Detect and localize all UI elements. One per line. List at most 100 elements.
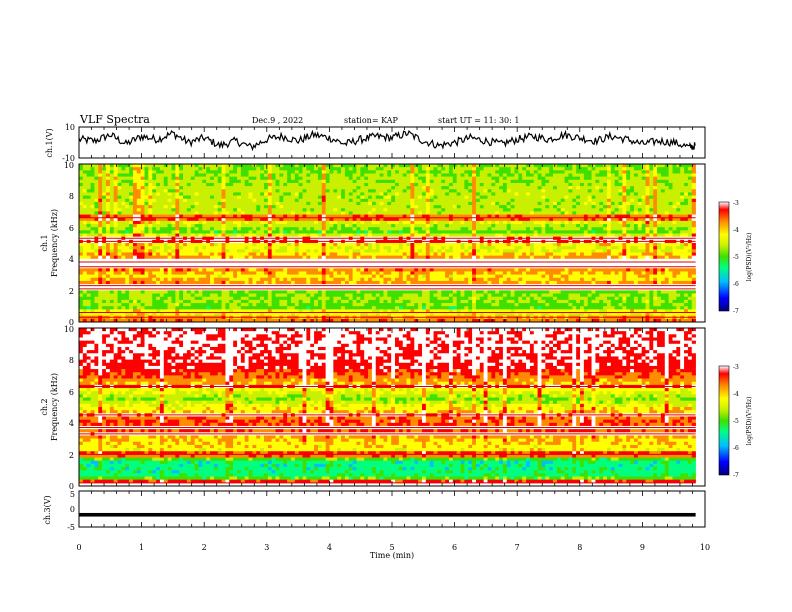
spectrogram-cell	[529, 246, 535, 250]
spectrogram-cell	[668, 186, 673, 190]
spectrogram-cell	[610, 227, 615, 231]
spectrogram-cell	[298, 192, 303, 196]
spectrogram-cell	[225, 249, 230, 253]
spectrogram-cell	[229, 189, 234, 193]
spectrogram-cell	[183, 255, 188, 260]
spectrogram-cell	[414, 217, 419, 222]
spectrogram-cell	[267, 201, 272, 206]
spectrogram-cell	[406, 214, 411, 219]
spectrogram-cell	[333, 167, 338, 171]
spectrogram-cell	[576, 164, 581, 168]
spectrogram-cell	[391, 201, 396, 206]
spectrogram-cell	[198, 201, 203, 206]
spectrogram-cell	[256, 192, 261, 196]
spectrogram-cell	[649, 211, 654, 215]
spectrogram-cell	[464, 182, 469, 187]
spectrogram-cell	[468, 176, 473, 181]
spectrogram-cell	[672, 179, 677, 184]
spectrogram-cell	[98, 246, 103, 250]
spectrogram-cell	[591, 249, 596, 253]
spectrogram-cell	[217, 201, 222, 206]
spectrogram-cell	[275, 167, 280, 171]
spectrogram-cell	[90, 173, 95, 177]
spectrogram-cell	[105, 211, 111, 215]
spectrogram-cell	[159, 258, 165, 263]
spectrogram-cell	[414, 255, 419, 260]
spectrogram-cell	[364, 214, 369, 219]
spectrogram-cell	[98, 186, 103, 190]
spectrogram-cell	[533, 255, 538, 260]
spectrogram-cell	[460, 186, 465, 190]
spectrogram-cell	[287, 170, 292, 174]
spectrogram-cell	[198, 230, 203, 234]
spectrogram-cell	[499, 182, 504, 187]
spectrogram-cell	[553, 249, 558, 253]
spectrogram-cell	[657, 186, 662, 190]
spectrogram-cell	[237, 173, 242, 177]
spectrogram-cell	[398, 164, 404, 168]
spectrogram-cell	[483, 189, 488, 193]
spectrogram-cell	[645, 230, 650, 234]
spectrogram-cell	[368, 220, 373, 225]
spectrogram-cell	[298, 255, 303, 260]
spectrogram-cell	[144, 230, 149, 234]
spectrogram-cell	[317, 208, 323, 212]
spectrogram-cell	[460, 164, 465, 168]
spectrogram-cell	[429, 255, 434, 260]
spectrogram-cell	[210, 249, 215, 253]
spectrogram-cell	[159, 173, 165, 177]
spectrogram-cell	[526, 170, 531, 174]
spectrogram-cell	[545, 255, 550, 260]
spectrogram-cell	[260, 173, 265, 177]
spectrogram-cell	[664, 220, 669, 225]
spectrogram-cell	[352, 233, 357, 237]
spectrogram-cell	[398, 227, 404, 231]
spectrogram-cell	[348, 179, 353, 184]
spectrogram-cell	[360, 230, 365, 234]
spectrogram-cell	[210, 192, 215, 196]
spectrogram-cell	[510, 217, 515, 222]
spectrogram-cell	[460, 211, 465, 215]
spectrogram-cell	[348, 173, 353, 177]
spectrogram-cell	[460, 224, 465, 228]
spectrogram-cell	[572, 230, 577, 234]
spectrogram-cell	[657, 192, 662, 196]
spectrogram-cell	[186, 198, 192, 203]
spectrogram-cell	[225, 214, 230, 219]
spectrogram-cell	[676, 195, 681, 200]
spectrogram-cell	[356, 255, 361, 260]
spectrogram-cell	[684, 246, 689, 250]
spectrogram-cell	[356, 164, 361, 168]
spectrogram-cell	[375, 243, 380, 247]
spectrogram-cell	[479, 186, 484, 190]
spectrogram-cell	[553, 167, 558, 171]
spectrogram-cell	[183, 192, 188, 196]
spectrogram-cell	[213, 249, 219, 253]
spectrogram-cell	[294, 195, 299, 200]
spectrogram-cell	[445, 201, 450, 206]
spectrogram-cell	[290, 201, 296, 206]
spectrogram-cell	[371, 249, 377, 253]
spectrogram-cell	[614, 205, 619, 209]
spectrogram-cell	[90, 233, 95, 237]
spectrogram-cell	[441, 243, 446, 247]
spectrogram-cell	[522, 195, 527, 200]
spectrogram-cell	[537, 255, 542, 260]
spectrogram-cell	[79, 255, 84, 260]
spectrogram-cell	[610, 211, 615, 215]
spectrogram-cell	[664, 208, 669, 212]
spectrogram-cell	[572, 164, 577, 168]
spectrogram-cell	[306, 170, 311, 174]
spectrogram-cell	[630, 189, 635, 193]
spectrogram-cell	[472, 230, 477, 234]
spectrogram-cell	[645, 173, 650, 177]
spectrogram-cell	[244, 192, 249, 196]
spectrogram-cell	[529, 214, 535, 219]
spectrogram-cell	[186, 189, 192, 193]
spectrogram-cell	[564, 217, 569, 222]
spectrogram-cell	[213, 170, 219, 174]
spectrogram-cell	[290, 198, 296, 203]
spectrogram-cell	[460, 227, 465, 231]
spectrogram-cell	[622, 170, 627, 174]
spectrogram-cell	[159, 227, 165, 231]
